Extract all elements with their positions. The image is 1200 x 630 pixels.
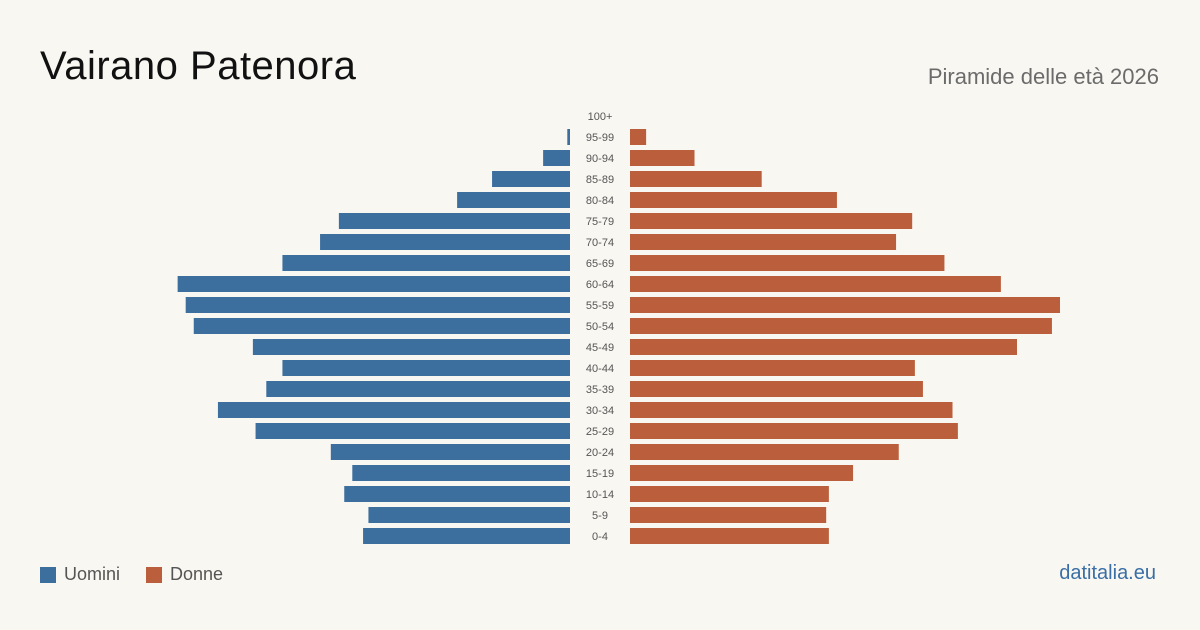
- age-group-label: 40-44: [586, 363, 614, 375]
- age-group-label: 0-4: [592, 531, 608, 543]
- bar-men-0-4: [363, 528, 570, 544]
- bar-women-20-24: [630, 444, 899, 460]
- age-group-label: 90-94: [586, 153, 614, 165]
- bar-men-70-74: [320, 234, 570, 250]
- legend-label-men: Uomini: [64, 564, 121, 584]
- age-group-label: 95-99: [586, 132, 614, 144]
- bar-men-85-89: [492, 171, 570, 187]
- brand-link[interactable]: datitalia.eu: [1059, 562, 1156, 584]
- bar-women-70-74: [630, 234, 897, 250]
- age-group-label: 55-59: [586, 300, 614, 312]
- legend-label-women: Donne: [170, 564, 224, 584]
- bar-men-90-94: [543, 150, 570, 166]
- bar-men-35-39: [266, 381, 570, 397]
- bar-men-25-29: [255, 423, 570, 439]
- bar-women-60-64: [630, 276, 1001, 292]
- age-group-label: 70-74: [586, 237, 614, 249]
- bar-women-0-4: [630, 528, 829, 544]
- bar-men-5-9: [368, 507, 570, 523]
- chart-legend: Uomini Donne: [40, 564, 249, 585]
- age-group-label: 25-29: [586, 426, 614, 438]
- bar-men-20-24: [330, 444, 570, 460]
- age-group-label: 35-39: [586, 384, 614, 396]
- bar-women-30-34: [630, 402, 953, 418]
- bar-women-5-9: [630, 507, 827, 523]
- bar-men-50-54: [193, 318, 570, 334]
- bar-men-80-84: [457, 192, 570, 208]
- bar-women-50-54: [630, 318, 1052, 334]
- age-group-label: 15-19: [586, 468, 614, 480]
- bar-women-55-59: [630, 297, 1060, 313]
- bar-women-65-69: [630, 255, 945, 271]
- bar-women-40-44: [630, 360, 915, 376]
- bar-women-95-99: [630, 129, 647, 145]
- age-group-label: 80-84: [586, 195, 614, 207]
- age-group-label: 65-69: [586, 258, 614, 270]
- age-group-label: 60-64: [586, 279, 614, 291]
- bar-women-10-14: [630, 486, 829, 502]
- bar-men-45-49: [252, 339, 570, 355]
- legend-item-women: Donne: [146, 564, 223, 585]
- bar-men-95-99: [567, 129, 570, 145]
- bar-women-35-39: [630, 381, 923, 397]
- age-group-label: 45-49: [586, 342, 614, 354]
- bar-men-30-34: [217, 402, 570, 418]
- legend-item-men: Uomini: [40, 564, 120, 585]
- bar-women-25-29: [630, 423, 958, 439]
- bar-men-55-59: [185, 297, 570, 313]
- age-group-label: 85-89: [586, 174, 614, 186]
- age-group-label: 5-9: [592, 510, 608, 522]
- bar-women-80-84: [630, 192, 837, 208]
- legend-swatch-men: [40, 566, 56, 583]
- bar-men-40-44: [282, 360, 570, 376]
- age-group-label: 10-14: [586, 489, 614, 501]
- bar-women-90-94: [630, 150, 695, 166]
- bar-men-15-19: [352, 465, 570, 481]
- bar-women-75-79: [630, 213, 913, 229]
- bar-men-65-69: [282, 255, 570, 271]
- bar-men-75-79: [338, 213, 570, 229]
- age-group-label: 50-54: [586, 321, 614, 333]
- bar-men-10-14: [344, 486, 570, 502]
- age-group-label: 20-24: [586, 447, 614, 459]
- page-title: Vairano Patenora: [40, 44, 357, 88]
- chart-subtitle: Piramide delle età 2026: [927, 64, 1159, 89]
- bar-men-60-64: [177, 276, 570, 292]
- legend-swatch-women: [146, 566, 163, 583]
- bar-women-15-19: [630, 465, 854, 481]
- bar-women-85-89: [630, 171, 762, 187]
- age-group-label: 100+: [588, 111, 613, 123]
- age-group-label: 30-34: [586, 405, 614, 417]
- bar-women-45-49: [630, 339, 1017, 355]
- age-group-label: 75-79: [586, 216, 614, 228]
